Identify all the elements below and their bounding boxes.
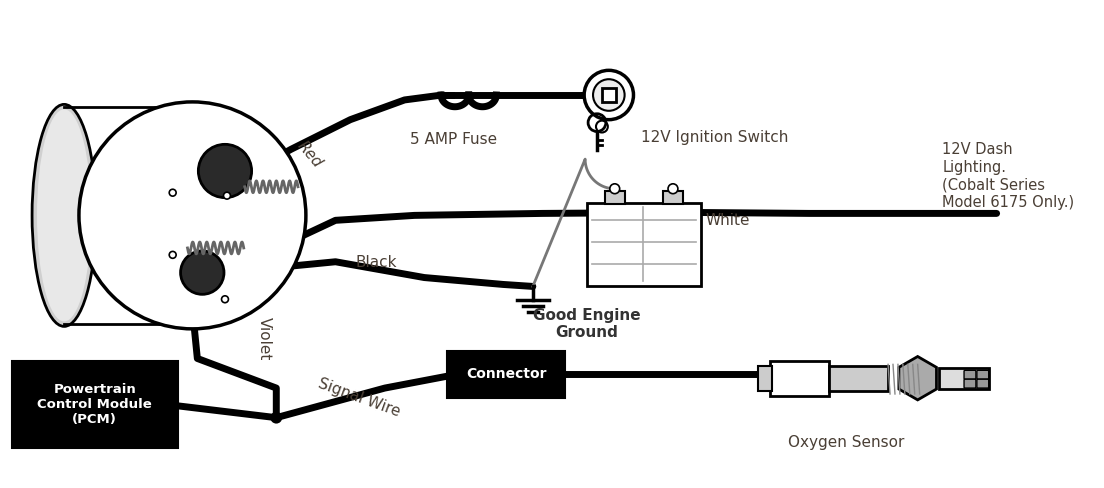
Text: Black: Black (355, 255, 396, 270)
Text: Oxygen Sensor: Oxygen Sensor (788, 435, 905, 450)
Text: Violet: Violet (257, 317, 272, 361)
Circle shape (593, 79, 625, 111)
Circle shape (169, 251, 177, 258)
Ellipse shape (38, 109, 92, 322)
Text: 12V Dash
Lighting.
(Cobalt Series
Model 6175 Only.): 12V Dash Lighting. (Cobalt Series Model … (943, 142, 1074, 209)
Text: 5 AMP Fuse: 5 AMP Fuse (411, 131, 498, 146)
Circle shape (169, 189, 177, 196)
Polygon shape (899, 357, 936, 400)
Text: White: White (705, 213, 750, 228)
Circle shape (223, 192, 231, 199)
Bar (447, 350, 565, 398)
Circle shape (199, 144, 252, 198)
Bar (769, 362, 829, 396)
FancyBboxPatch shape (977, 370, 989, 379)
Text: Powertrain
Control Module
(PCM): Powertrain Control Module (PCM) (38, 384, 152, 427)
Ellipse shape (32, 104, 96, 326)
Text: Signal Wire: Signal Wire (316, 376, 402, 420)
Circle shape (270, 412, 283, 424)
Bar (12, 362, 178, 448)
FancyBboxPatch shape (964, 379, 976, 388)
Bar (587, 203, 701, 286)
FancyBboxPatch shape (977, 379, 989, 388)
Circle shape (668, 184, 678, 194)
Bar (757, 366, 772, 391)
Circle shape (222, 296, 229, 303)
Text: 12V Ignition Switch: 12V Ignition Switch (641, 129, 788, 144)
Text: Connector: Connector (466, 367, 546, 381)
Bar (602, 88, 616, 102)
Bar (940, 368, 989, 389)
Text: Red: Red (294, 138, 325, 170)
Circle shape (181, 251, 224, 294)
Circle shape (584, 70, 634, 120)
Text: Good Engine
Ground: Good Engine Ground (533, 308, 641, 340)
Bar (829, 366, 888, 391)
FancyBboxPatch shape (964, 370, 976, 379)
Bar (605, 191, 625, 203)
Circle shape (609, 184, 619, 194)
Circle shape (79, 102, 306, 329)
Bar (664, 191, 683, 203)
